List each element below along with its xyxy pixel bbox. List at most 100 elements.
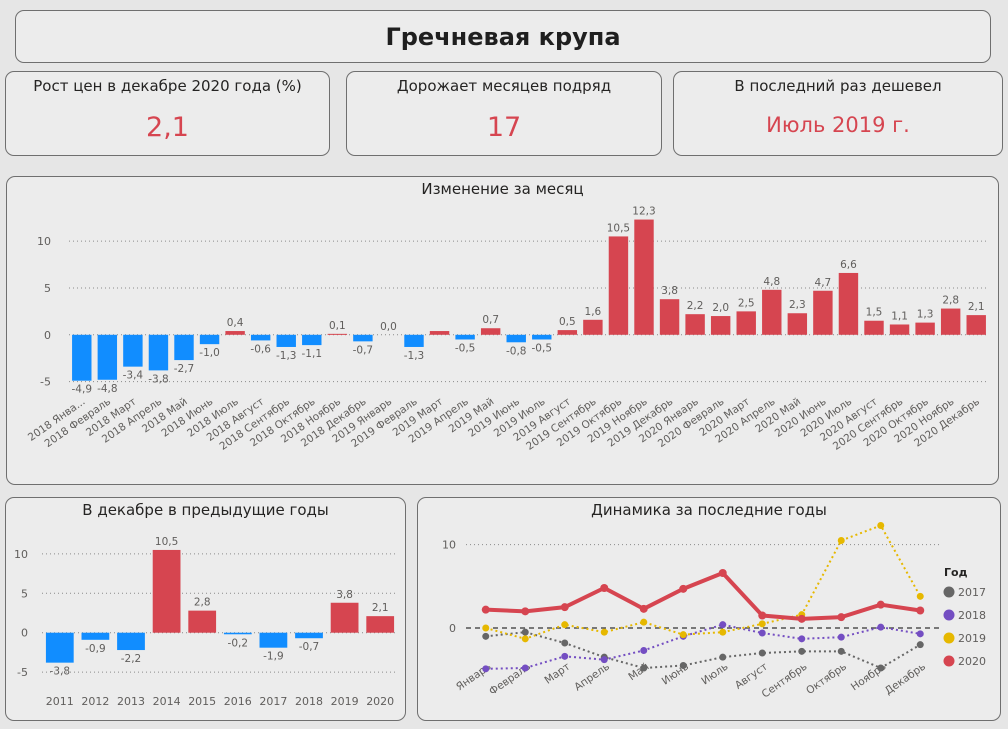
- bar: [404, 334, 424, 347]
- kpi-card-price-growth: Рост цен в декабре 2020 года (%) 2,1: [5, 71, 330, 156]
- legend-marker: [943, 632, 955, 644]
- data-label: -2,7: [174, 363, 195, 375]
- data-label: 0,4: [227, 317, 244, 329]
- december-chart: -5 0 5 10 -3,8 2011 -0,9 2012 -2,2 2013 10,5 2014 2,…: [14, 536, 398, 708]
- bar: [429, 331, 450, 335]
- data-point: [719, 653, 727, 661]
- x-tick-label: Октябрь: [804, 661, 849, 697]
- x-tick-label: Март: [542, 661, 572, 687]
- data-point: [600, 628, 608, 636]
- data-label: 4,7: [815, 277, 832, 289]
- bar: [225, 331, 245, 335]
- x-tick-label: Июль: [699, 661, 730, 688]
- data-label: -0,9: [85, 643, 106, 655]
- data-point: [837, 613, 846, 622]
- bar: [295, 632, 323, 639]
- bar: [199, 334, 220, 345]
- data-label: 0,1: [329, 320, 346, 332]
- legend-title: Год: [944, 566, 968, 579]
- bar: [940, 308, 961, 335]
- monthly-change-card: Изменение за месяц -5 0 5 10 -4,9 2018 Янва..…: [6, 176, 999, 485]
- bar: [762, 289, 782, 335]
- data-label: -1,3: [276, 350, 297, 362]
- legend-label: 2020: [958, 655, 986, 668]
- y-tick-label: 0: [21, 627, 28, 640]
- data-label: 0,0: [380, 321, 397, 333]
- page-title: Гречневая крупа: [385, 23, 621, 51]
- data-label: -4,9: [72, 384, 93, 396]
- bar: [685, 314, 705, 335]
- data-label: -4,8: [97, 383, 118, 395]
- data-point: [916, 592, 924, 600]
- data-point: [481, 605, 490, 614]
- bar: [152, 549, 181, 633]
- data-label: 1,6: [585, 306, 602, 318]
- data-label: 2,1: [968, 301, 985, 313]
- x-tick-label: 2018: [295, 695, 323, 708]
- y-tick-label: 10: [442, 539, 456, 552]
- legend-label: 2017: [958, 586, 986, 599]
- data-point: [837, 537, 845, 544]
- data-label: 1,5: [866, 307, 883, 319]
- bar: [72, 334, 92, 381]
- data-label: -0,2: [228, 637, 249, 649]
- data-point: [640, 647, 648, 654]
- data-label: 4,8: [763, 276, 780, 288]
- data-point: [797, 614, 806, 623]
- data-point: [521, 607, 530, 616]
- data-label: 2,0: [712, 302, 729, 314]
- x-tick-label: 2014: [153, 695, 181, 708]
- kpi-value: 17: [486, 112, 522, 143]
- x-tick-label: 2016: [224, 695, 252, 708]
- kpi-label: Дорожает месяцев подряд: [396, 77, 612, 95]
- bar: [455, 334, 475, 340]
- bar: [634, 219, 654, 335]
- data-label: 3,8: [661, 285, 678, 297]
- bar: [557, 330, 578, 335]
- data-label: 12,3: [632, 206, 655, 218]
- data-point: [639, 604, 648, 613]
- series-line: [485, 631, 921, 670]
- x-tick-label: Декабрь: [883, 661, 928, 698]
- y-tick-label: -5: [40, 376, 51, 389]
- x-tick-label: 2019: [331, 695, 359, 708]
- bar: [353, 334, 373, 342]
- data-label: -3,8: [148, 373, 169, 385]
- data-label: -1,0: [199, 347, 220, 359]
- data-point: [758, 649, 766, 657]
- legend-marker: [943, 609, 955, 621]
- bar: [123, 334, 143, 367]
- bar: [327, 333, 348, 335]
- bar: [81, 632, 110, 640]
- x-tick-label: Май: [626, 661, 651, 684]
- bar: [117, 632, 145, 651]
- bar: [583, 319, 603, 335]
- series-line: [485, 524, 922, 640]
- y-tick-label: 0: [44, 329, 51, 342]
- bar: [736, 311, 756, 335]
- data-label: 2,1: [372, 602, 389, 614]
- data-point: [758, 620, 766, 628]
- data-label: -0,6: [250, 343, 271, 355]
- december-card: В декабре в предыдущие годы -5 0 5 10 -3,8 20…: [5, 497, 406, 721]
- data-point: [679, 662, 687, 669]
- data-label: -3,4: [123, 370, 144, 382]
- data-point: [640, 664, 648, 672]
- title-card: Гречневая крупа: [15, 10, 991, 63]
- data-label: 0,7: [482, 314, 499, 326]
- kpi-label: В последний раз дешевел: [734, 77, 942, 95]
- bar: [915, 322, 935, 335]
- chart-title: В декабре в предыдущие годы: [82, 501, 329, 519]
- bar: [250, 334, 271, 341]
- bar: [276, 334, 296, 347]
- bar: [813, 290, 833, 335]
- data-point: [877, 522, 885, 529]
- data-point: [837, 633, 845, 641]
- bar: [966, 315, 986, 335]
- bar: [97, 334, 118, 380]
- bar: [864, 320, 884, 335]
- data-point: [916, 606, 925, 615]
- bar: [223, 632, 252, 635]
- data-point: [679, 631, 687, 639]
